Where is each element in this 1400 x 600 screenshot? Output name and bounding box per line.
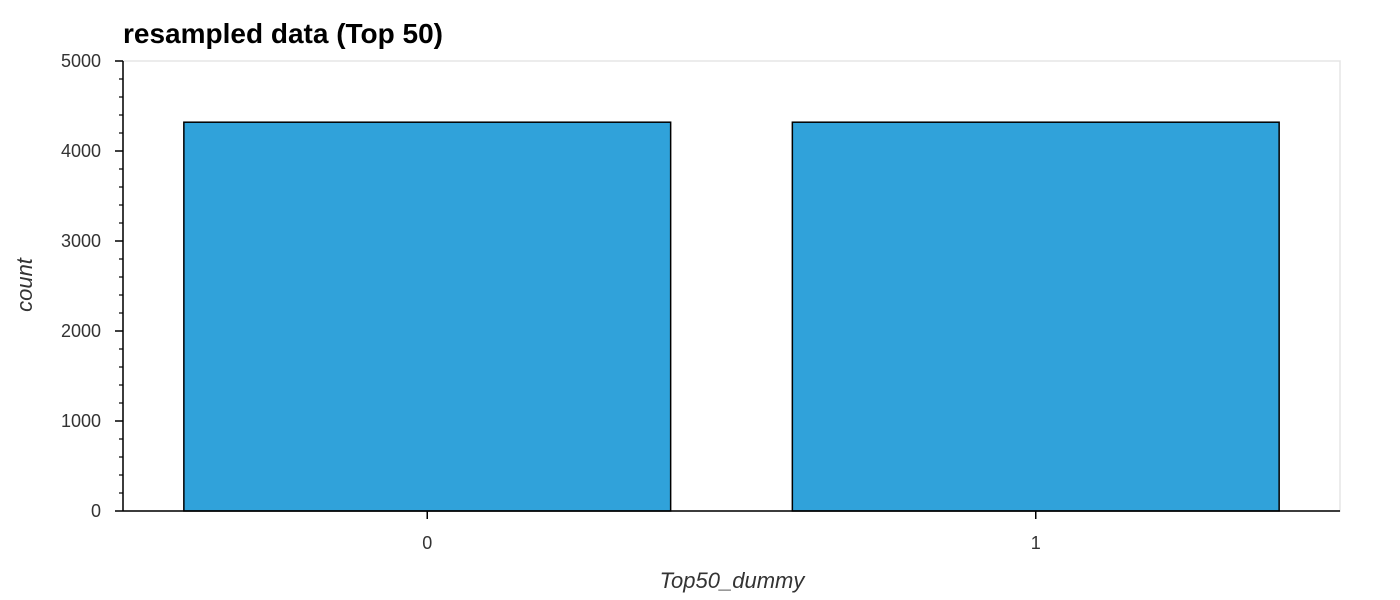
bar-0 [183, 121, 672, 512]
x-tick-label: 0 [422, 533, 432, 553]
y-tick-label: 0 [91, 501, 101, 521]
y-tick-label: 2000 [61, 321, 101, 341]
y-axis-label: count [12, 257, 37, 312]
chart-title: resampled data (Top 50) [123, 18, 443, 49]
y-axis: 0 1000 2000 3000 4000 5000 [61, 51, 124, 521]
y-tick-label: 5000 [61, 51, 101, 71]
x-tick-label: 1 [1031, 533, 1041, 553]
y-tick-label: 4000 [61, 141, 101, 161]
bars-layer [183, 121, 1280, 512]
y-tick-label: 3000 [61, 231, 101, 251]
y-tick-label: 1000 [61, 411, 101, 431]
bar-1 [791, 121, 1280, 512]
x-axis-label: Top50_dummy [660, 568, 807, 593]
